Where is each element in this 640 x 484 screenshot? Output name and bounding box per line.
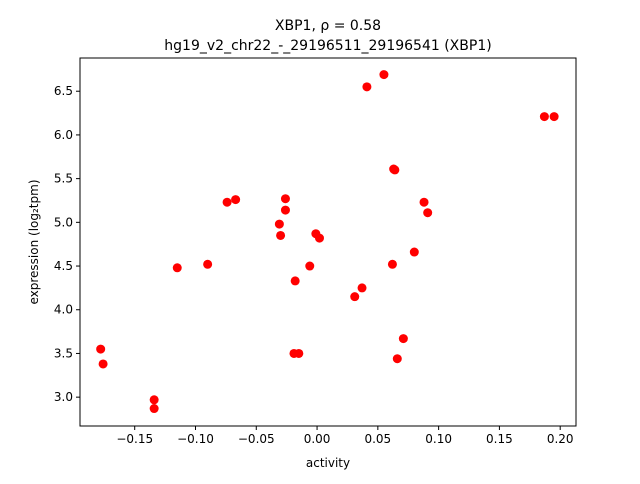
data-point (149, 404, 159, 414)
x-tick-label: −0.05 (238, 432, 275, 446)
y-tick-label: 5.5 (54, 172, 73, 186)
y-tick-label: 4.0 (54, 303, 73, 317)
data-point (314, 233, 324, 243)
x-tick-label: −0.15 (116, 432, 153, 446)
y-tick-label: 6.0 (54, 128, 73, 142)
data-point (392, 354, 402, 364)
x-tick-label: 0.05 (364, 432, 391, 446)
data-point (280, 205, 290, 215)
data-point (423, 208, 433, 218)
data-point (398, 334, 408, 344)
x-tick-label: −0.10 (177, 432, 214, 446)
x-tick-label: 0.20 (547, 432, 574, 446)
axis-ticks: −0.15 −0.10 −0.05 0.00 0.05 0.10 0.15 0.20 3.0 3.… (54, 84, 574, 446)
data-point (276, 230, 286, 240)
data-point (149, 395, 159, 405)
y-tick-label: 4.5 (54, 259, 73, 273)
y-axis-label: expression (log₂tpm) (27, 179, 41, 304)
data-point (172, 263, 182, 273)
y-tick-label: 6.5 (54, 84, 73, 98)
x-axis-label: activity (306, 456, 350, 470)
y-tick-label: 3.0 (54, 390, 73, 404)
data-point (390, 165, 400, 175)
x-tick-label: 0.15 (486, 432, 513, 446)
data-point (203, 259, 213, 269)
data-point (305, 261, 315, 271)
chart-title-line1: XBP1, ρ = 0.58 (275, 18, 381, 34)
data-point (231, 195, 241, 205)
x-tick-label: 0.10 (425, 432, 452, 446)
data-point (294, 348, 304, 358)
data-point (274, 219, 284, 229)
data-point (549, 112, 559, 122)
y-tick-label: 5.0 (54, 215, 73, 229)
data-point (96, 344, 106, 354)
data-point (357, 283, 367, 293)
data-point (409, 247, 419, 257)
data-point (280, 194, 290, 204)
data-point (222, 197, 232, 207)
data-points (96, 70, 559, 414)
data-point (350, 292, 360, 302)
y-tick-label: 3.5 (54, 346, 73, 360)
data-point (419, 197, 429, 207)
data-point (290, 276, 300, 286)
data-point (539, 112, 549, 122)
plot-frame (79, 57, 577, 427)
x-tick-label: 0.00 (304, 432, 331, 446)
chart-title-line2: hg19_v2_chr22_-_29196511_29196541 (XBP1) (164, 38, 491, 54)
data-point (362, 82, 372, 92)
data-point (98, 359, 108, 369)
data-point (387, 259, 397, 269)
data-point (379, 70, 389, 80)
